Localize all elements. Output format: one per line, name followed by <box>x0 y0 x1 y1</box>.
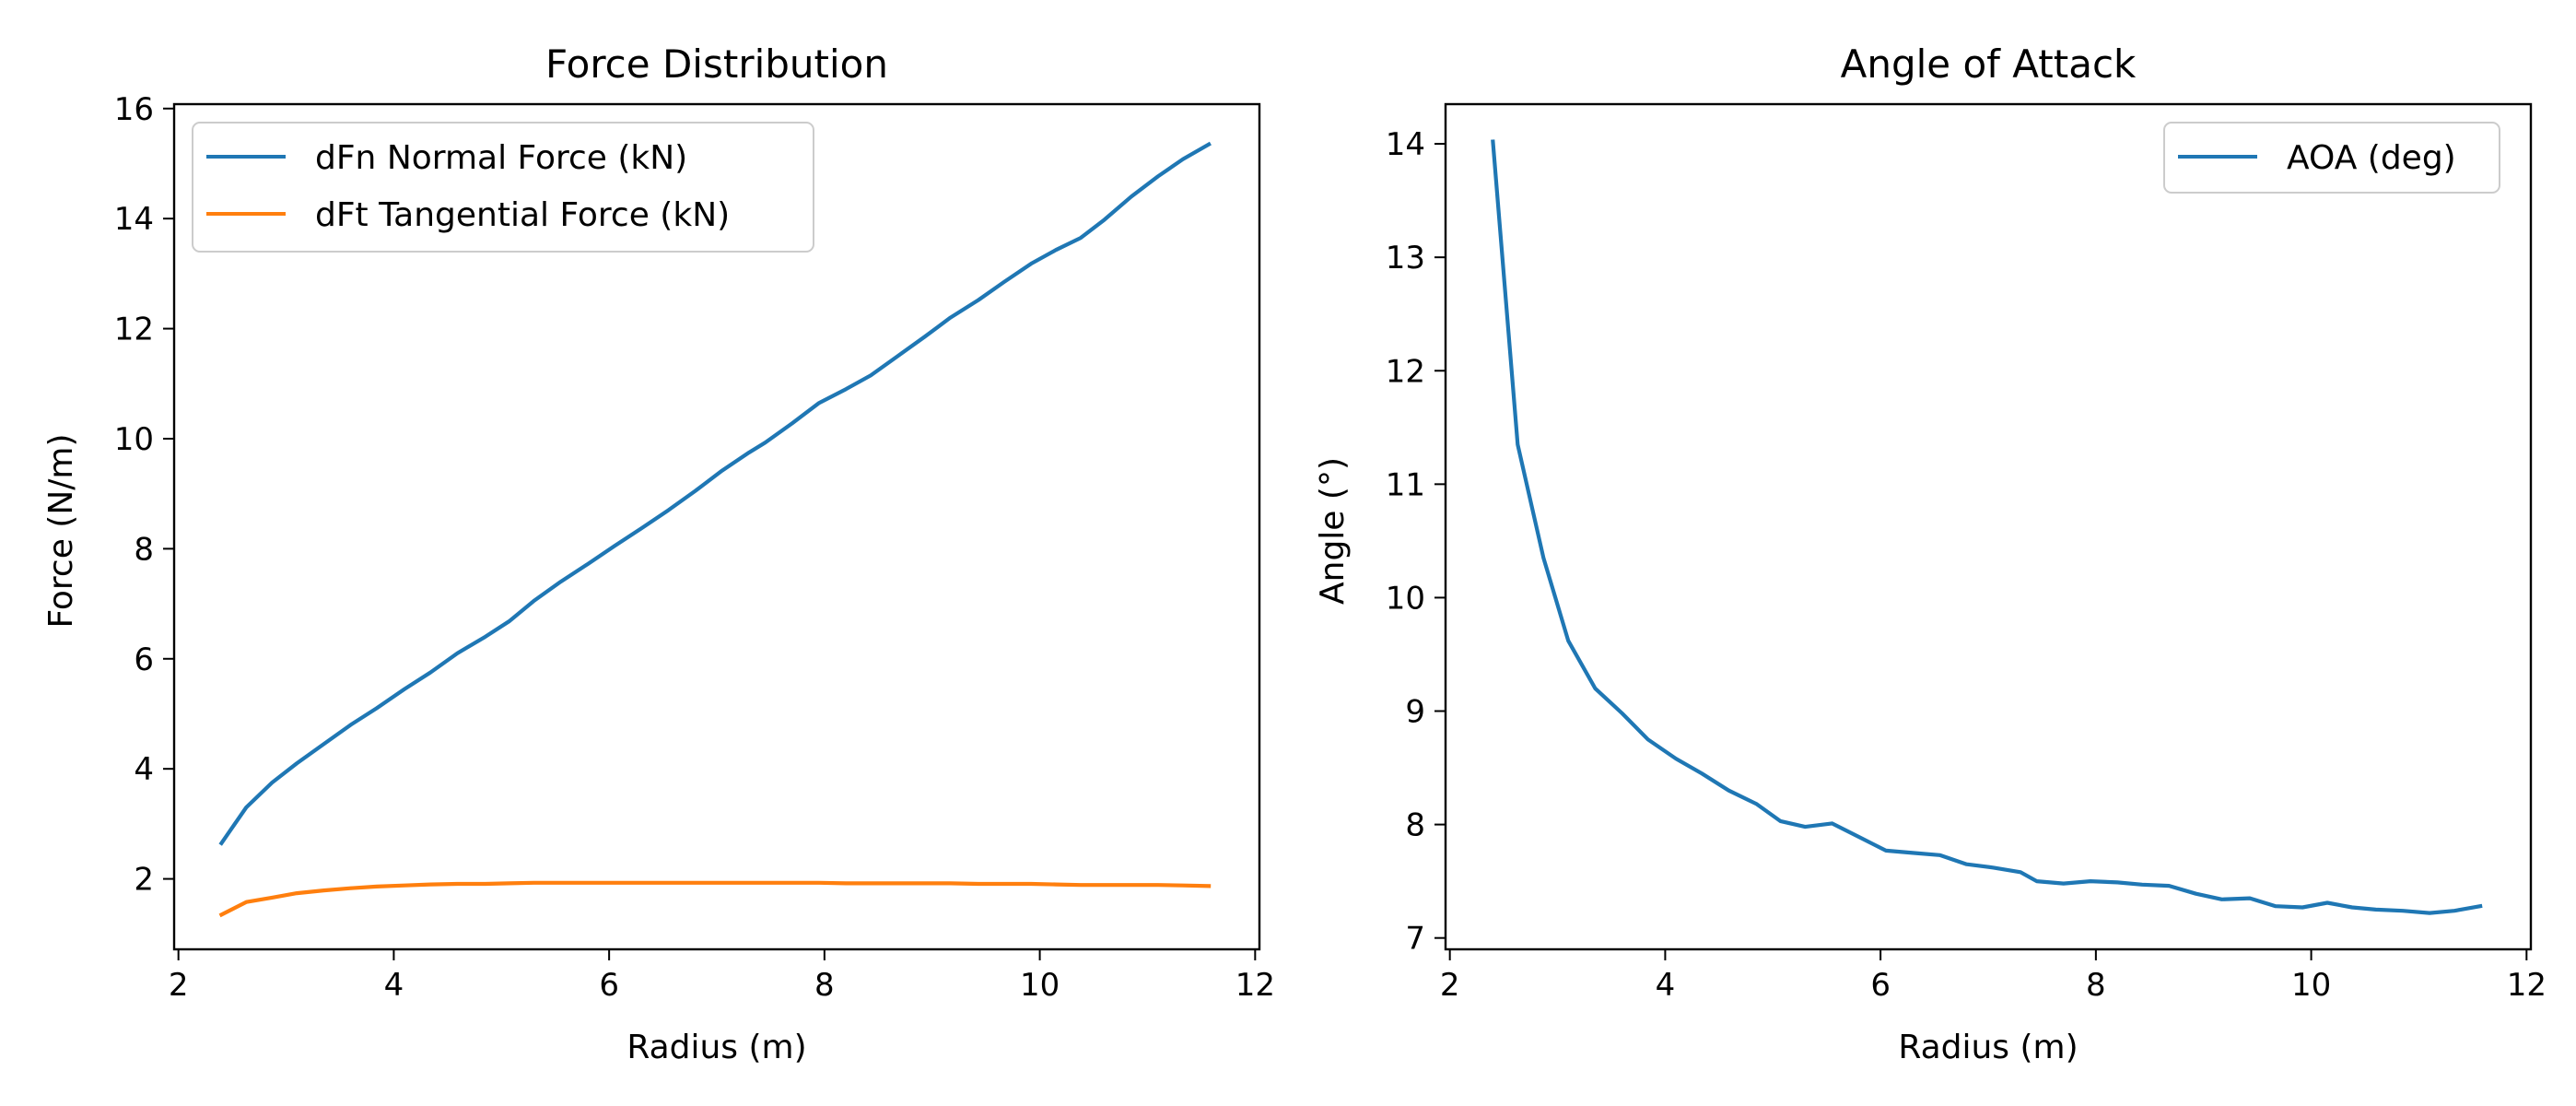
x-tick-label: 4 <box>384 967 404 1004</box>
angle-of-attack-chart: Angle of Attack Radius (m) Angle (°) 2 4 6… <box>1314 41 2547 1066</box>
series-line-0 <box>218 141 1212 846</box>
chart-title: Force Distribution <box>545 41 888 87</box>
chart-title: Angle of Attack <box>1841 41 2137 87</box>
series-line-0 <box>1491 139 2483 915</box>
y-tick-label: 16 <box>114 91 154 128</box>
legend-box <box>192 122 814 253</box>
force-distribution-chart: Force Distribution Radius (m) Force (N/m… <box>42 41 1275 1066</box>
legend: AOA (deg) <box>2163 122 2500 194</box>
x-tick-label: 10 <box>1020 967 1060 1004</box>
x-tick-label: 12 <box>2507 967 2547 1004</box>
plot-frame <box>172 102 1261 951</box>
x-tick-label: 4 <box>1656 967 1676 1004</box>
y-tick-label: 14 <box>114 201 154 238</box>
y-tick-label: 4 <box>134 751 154 788</box>
y-tick-label: 10 <box>114 421 154 458</box>
x-tick-label: 8 <box>2086 967 2106 1004</box>
series-layer <box>218 141 1212 918</box>
legend-entry-tangential-force: dFt Tangential Force (kN) <box>315 196 730 234</box>
y-tick-label: 12 <box>1386 353 1425 390</box>
legend-box <box>2163 122 2500 194</box>
x-tick-label: 2 <box>169 967 189 1004</box>
legend-entry-normal-force: dFn Normal Force (kN) <box>315 139 687 177</box>
y-axis-label: Angle (°) <box>1314 457 1352 605</box>
y-tick-label: 7 <box>1405 921 1425 958</box>
series-line-1 <box>218 880 1212 918</box>
y-tick-label: 6 <box>134 641 154 678</box>
x-tick-label: 8 <box>814 967 835 1004</box>
x-tick-label: 12 <box>1235 967 1275 1004</box>
tick-layer: 2 4 6 8 10 12 7 8 9 10 11 12 13 14 <box>1386 126 2547 1004</box>
series-layer <box>1491 139 2483 915</box>
legend: dFn Normal Force (kN) dFt Tangential For… <box>192 122 814 253</box>
x-tick-label: 10 <box>2291 967 2331 1004</box>
x-tick-label: 2 <box>1440 967 1460 1004</box>
x-axis-label: Radius (m) <box>626 1029 806 1066</box>
tick-layer: 2 4 6 8 10 12 2 4 6 8 10 12 14 16 <box>114 91 1275 1004</box>
x-axis-label: Radius (m) <box>1898 1029 2078 1066</box>
y-tick-label: 12 <box>114 312 154 348</box>
y-tick-label: 10 <box>1386 580 1425 617</box>
plot-frame <box>1444 102 2533 951</box>
legend-entry-aoa: AOA (deg) <box>2287 139 2456 177</box>
x-tick-label: 6 <box>1870 967 1891 1004</box>
x-tick-label: 6 <box>599 967 619 1004</box>
y-tick-label: 2 <box>134 862 154 899</box>
y-tick-label: 13 <box>1386 240 1425 276</box>
y-tick-label: 8 <box>134 531 154 568</box>
y-tick-label: 8 <box>1405 807 1425 844</box>
y-axis-label: Force (N/m) <box>42 433 80 628</box>
y-tick-label: 11 <box>1386 466 1425 503</box>
y-tick-label: 9 <box>1405 694 1425 731</box>
y-tick-label: 14 <box>1386 126 1425 163</box>
